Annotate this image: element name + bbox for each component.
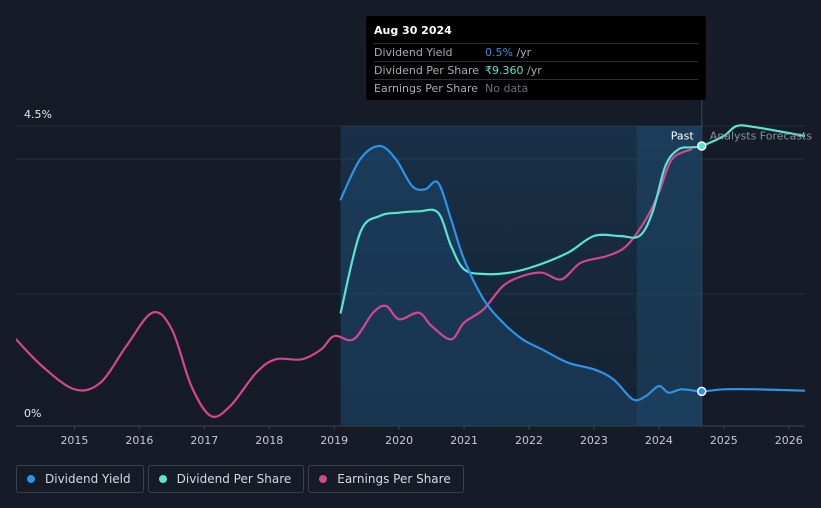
tooltip-label: Earnings Per Share [374, 82, 479, 95]
legend-dot-icon [319, 475, 328, 483]
dividend-yield-area [340, 146, 702, 426]
tooltip-label: Dividend Per Share [374, 64, 480, 77]
legend-label: Earnings Per Share [337, 472, 451, 486]
tooltip-date: Aug 30 2024 [374, 24, 452, 37]
x-tick-label: 2017 [190, 434, 218, 447]
x-tick-label: 2019 [320, 434, 348, 447]
legend-dividend-yield[interactable]: Dividend Yield [16, 465, 144, 493]
recent-shade [636, 126, 702, 426]
legend-label: Dividend Yield [45, 472, 131, 486]
x-tick-label: 2023 [580, 434, 608, 447]
x-tick-label: 2024 [645, 434, 673, 447]
dividend-yield-line [339, 144, 805, 402]
y-axis-bottom-label: 0% [24, 407, 41, 420]
y-axis-top-label: 4.5% [24, 108, 52, 121]
x-tick-label: 2022 [515, 434, 543, 447]
legend-dividend-per-share[interactable]: Dividend Per Share [147, 465, 305, 493]
tooltip-label: Dividend Yield [374, 46, 453, 59]
hover-tooltip: Aug 30 2024 Dividend Yield 0.5% /yr Divi… [366, 16, 706, 100]
hover-points [696, 141, 707, 397]
past-marker-label: Past [671, 129, 695, 142]
x-tick-label: 2018 [255, 434, 283, 447]
x-tick-label: 2020 [385, 434, 413, 447]
tooltip-row-earnings-per-share: Earnings Per Share No data [374, 79, 698, 97]
x-tick-label: 2021 [450, 434, 478, 447]
legend-label: Dividend Per Share [176, 472, 292, 486]
tooltip-value: No data [485, 82, 529, 95]
tooltip-row-dividend-yield: Dividend Yield 0.5% /yr [374, 43, 698, 61]
tooltip-unit: /yr [523, 64, 542, 77]
x-tick-label: 2016 [125, 434, 153, 447]
x-tick-label: 2015 [60, 434, 88, 447]
legend-dot-icon [158, 475, 167, 483]
dividend-per-share-hover-point [696, 141, 707, 151]
x-tick-label: 2026 [775, 434, 803, 447]
chart-legend: Dividend Yield Dividend Per Share Earnin… [16, 465, 464, 493]
tooltip-unit: /yr [512, 46, 532, 59]
x-tick-label: 2025 [710, 434, 738, 447]
x-axis-ticks: 2015 2016 2017 2018 2019 2020 2021 2022 2023 2024… [60, 426, 803, 447]
forecast-marker-label: Analysts Forecasts [710, 129, 813, 142]
legend-dot-icon [27, 475, 35, 483]
tooltip-value: ₹9.360 [485, 64, 524, 77]
tooltip-value: 0.5% [485, 46, 513, 59]
dividend-yield-hover-point [696, 386, 707, 397]
tooltip-row-dividend-per-share: Dividend Per Share ₹9.360 /yr [374, 61, 698, 79]
earnings-per-share-line [16, 148, 693, 418]
legend-earnings-per-share[interactable]: Earnings Per Share [308, 465, 464, 493]
